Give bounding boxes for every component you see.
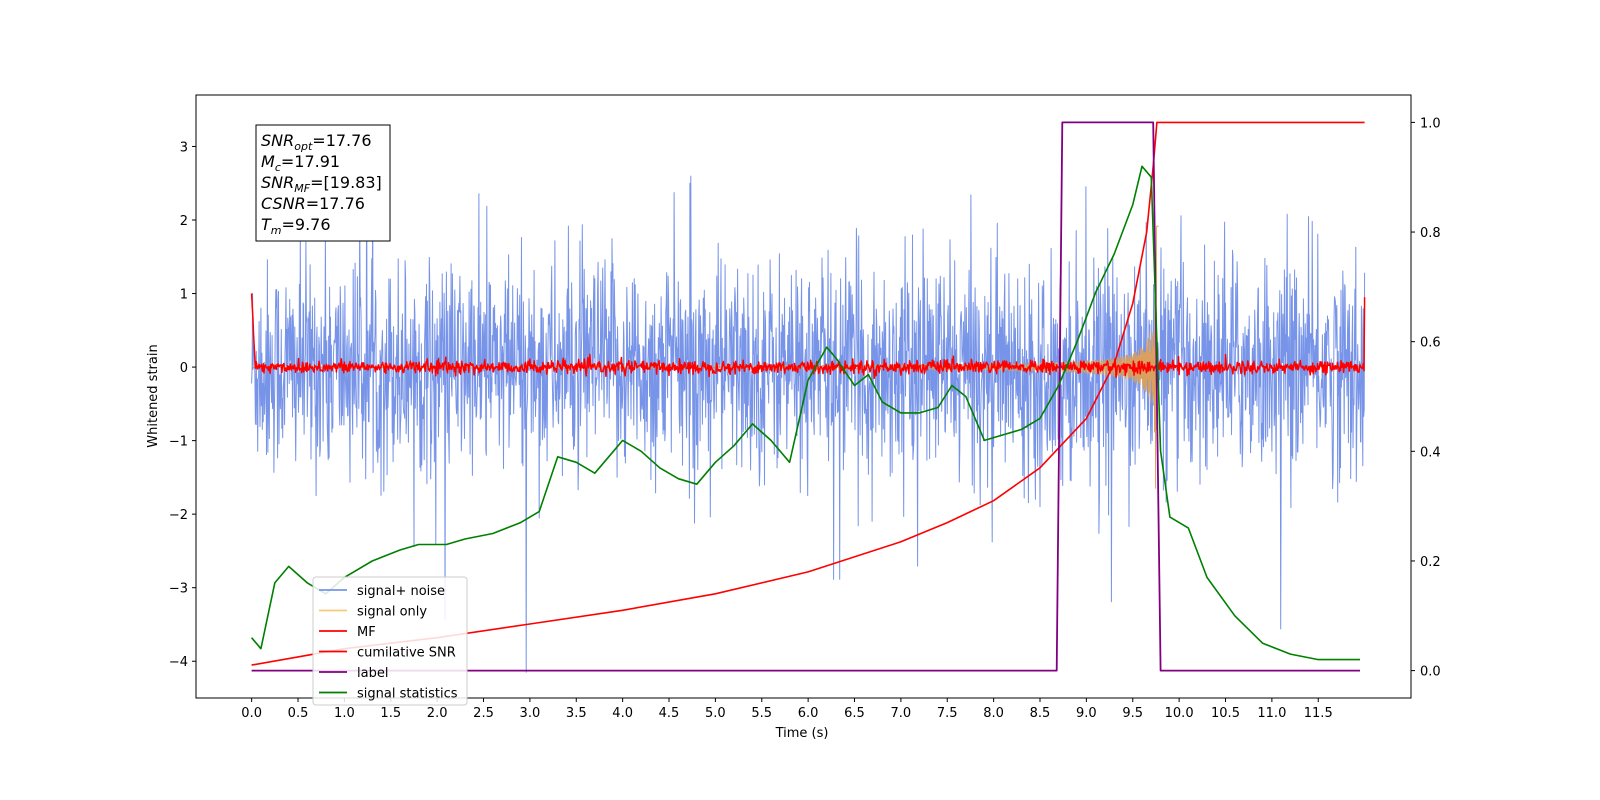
- y-tick-label-left: −1: [169, 435, 188, 450]
- x-tick-label: 9.0: [1076, 706, 1097, 721]
- x-tick-label: 3.5: [566, 706, 587, 721]
- annotation-line: CSNR=17.76: [261, 194, 365, 213]
- legend: signal+ noise signal only MF cumilative SNR…: [312, 576, 468, 706]
- legend-frame: [312, 576, 468, 706]
- y-tick-label-left: −3: [169, 582, 188, 597]
- x-tick-label: 1.0: [334, 706, 355, 721]
- y-tick-label-left: 0: [180, 361, 188, 376]
- y-tick-label-left: −2: [169, 508, 188, 523]
- x-tick-label: 8.5: [1030, 706, 1051, 721]
- x-tick-label: 2.0: [427, 706, 448, 721]
- legend-label: signal+ noise: [357, 584, 445, 599]
- y-axis-left: 3 2 1 0 −1 −2 −3 −4: [169, 140, 196, 670]
- x-axis-label: Time (s): [775, 726, 829, 741]
- plot-frame: [195, 94, 1412, 699]
- y-tick-label-right: 0.4: [1420, 445, 1441, 460]
- y-axis-right: 1.0 0.8 0.6 0.4 0.2 0.0: [1411, 116, 1441, 680]
- x-axis: 0.0 0.5 1.0 1.5 2.0 2.5 3.0 3.5 4.0 4.5 5.0 5.5 6.0 6…: [241, 698, 1333, 721]
- y-tick-label-left: 3: [180, 140, 188, 155]
- x-tick-label: 6.5: [844, 706, 865, 721]
- annotation-frame: [255, 124, 391, 242]
- y-tick-label-left: 1: [180, 288, 188, 303]
- annotation-line: SNRMF=[19.83]: [261, 173, 382, 195]
- x-tick-label: 2.5: [473, 706, 494, 721]
- x-tick-label: 9.5: [1122, 706, 1143, 721]
- x-tick-label: 7.5: [937, 706, 958, 721]
- y-tick-label-right: 0.0: [1420, 665, 1441, 680]
- legend-label: MF: [357, 625, 376, 640]
- x-tick-label: 4.0: [612, 706, 633, 721]
- y-axis-label: Whitened strain: [146, 344, 161, 447]
- y-tick-label-left: 2: [180, 214, 188, 229]
- x-tick-label: 1.5: [380, 706, 401, 721]
- legend-label: label: [357, 666, 388, 681]
- annotation-line: SNRopt=17.76: [261, 131, 372, 153]
- y-tick-label-left: −4: [169, 655, 188, 670]
- x-tick-label: 3.0: [520, 706, 541, 721]
- y-tick-label-right: 1.0: [1420, 116, 1441, 131]
- annotation-line: Tm=9.76: [261, 215, 331, 237]
- x-tick-label: 7.0: [891, 706, 912, 721]
- legend-label: cumilative SNR: [357, 646, 456, 661]
- legend-label: signal statistics: [357, 687, 458, 702]
- series-signal-noise: [251, 146, 1366, 673]
- x-tick-label: 10.5: [1211, 706, 1240, 721]
- x-tick-label: 11.0: [1257, 706, 1286, 721]
- series-mf: [250, 293, 1366, 380]
- y-tick-label-right: 0.6: [1420, 336, 1441, 351]
- x-tick-label: 6.0: [798, 706, 819, 721]
- x-tick-label: 8.0: [983, 706, 1004, 721]
- x-tick-label: 4.5: [659, 706, 680, 721]
- x-tick-label: 0.0: [241, 706, 262, 721]
- x-tick-label: 0.5: [288, 706, 309, 721]
- legend-label: signal only: [357, 605, 427, 620]
- x-tick-label: 5.0: [705, 706, 726, 721]
- series-signal-statistics: [250, 165, 1360, 661]
- x-tick-label: 5.5: [751, 706, 772, 721]
- x-tick-label: 11.5: [1304, 706, 1333, 721]
- y-tick-label-right: 0.2: [1420, 555, 1441, 570]
- y-tick-label-right: 0.8: [1420, 226, 1441, 241]
- annotation-box: SNRopt=17.76Mc=17.91SNRMF=[19.83]CSNR=17…: [255, 124, 391, 242]
- x-tick-label: 10.0: [1165, 706, 1194, 721]
- series-label: [251, 121, 1360, 672]
- annotation-line: Mc=17.91: [261, 152, 340, 174]
